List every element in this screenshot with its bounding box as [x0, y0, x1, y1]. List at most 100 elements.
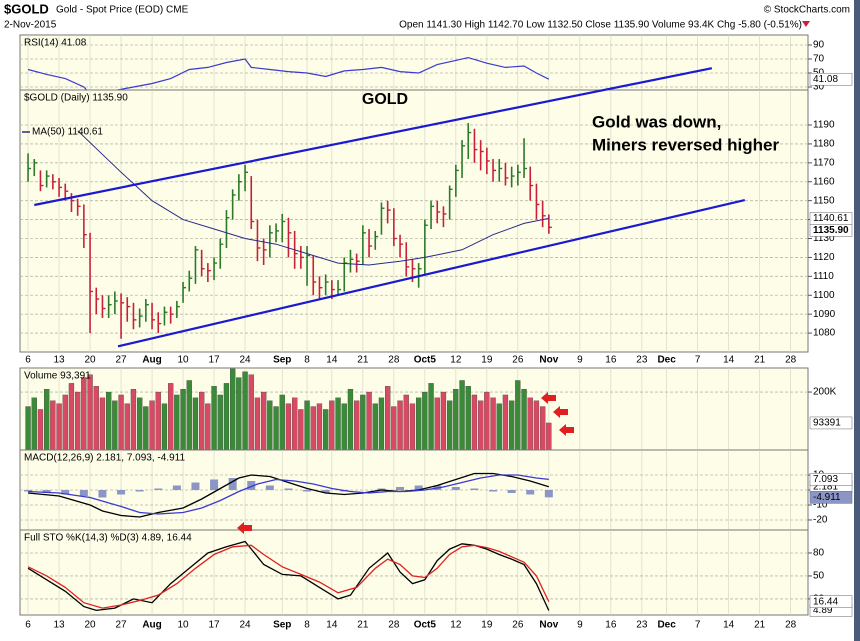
volume-bar: [515, 380, 521, 451]
volume-bar: [68, 383, 75, 451]
x-tick-label: 6: [25, 355, 31, 366]
volume-bar: [484, 391, 490, 451]
value-box: [809, 416, 853, 430]
volume-bar: [25, 406, 31, 451]
volume-bar: [533, 400, 540, 451]
volume-bar: [261, 391, 267, 451]
x-tick-label: 20: [84, 355, 96, 366]
y-tick-label: 1120: [813, 252, 835, 263]
volume-bar: [490, 397, 496, 451]
histogram-bar: [526, 490, 535, 495]
value-label: 93391: [813, 418, 841, 429]
histogram-bar: [247, 481, 256, 490]
brand: © StockCharts.com: [764, 5, 850, 16]
x-tick-label: Nov: [539, 355, 558, 366]
histogram-bar: [24, 490, 33, 492]
value-box: [809, 595, 853, 608]
volume-bar: [217, 394, 223, 451]
volume-bar: [465, 386, 471, 451]
indicator-line: [27, 544, 550, 609]
volume-bar: [372, 403, 378, 451]
x-tick-label: 24: [239, 355, 251, 366]
volume-bar: [149, 400, 155, 451]
panel-title: $GOLD (Daily) 1135.90: [24, 93, 128, 104]
volume-bar: [106, 391, 112, 451]
histogram-bar: [154, 488, 163, 490]
histogram-bar: [544, 490, 553, 498]
x-tick-label: 6: [25, 620, 31, 631]
value-label: 4.89: [813, 605, 833, 616]
frame-edge: [854, 0, 860, 641]
x-tick-label: 7: [695, 355, 701, 366]
x-tick-label: 12: [450, 620, 462, 631]
arrow: [553, 406, 568, 418]
volume-bar: [298, 409, 304, 451]
x-tick-label: 26: [512, 355, 524, 366]
value-box: [809, 473, 853, 486]
histogram-bar: [172, 485, 181, 490]
x-tick-label: 20: [84, 620, 96, 631]
x-tick-label: 13: [53, 620, 65, 631]
volume-bar: [174, 394, 180, 451]
histogram-bar: [191, 482, 200, 490]
value-label: -4.911: [813, 492, 841, 503]
volume-bar: [87, 374, 93, 451]
x-tick-label: 21: [357, 620, 369, 631]
x-tick-label: Oct5: [414, 355, 437, 366]
volume-bar: [440, 391, 447, 451]
volume-bar: [428, 383, 434, 451]
x-tick-label: 17: [208, 620, 220, 631]
y-tick-label: 90: [813, 40, 825, 51]
value-label: 1135.90: [813, 225, 849, 236]
volume-bar: [316, 403, 323, 451]
volume-bar: [508, 400, 515, 451]
arrow: [559, 424, 574, 436]
volume-bar: [471, 394, 478, 451]
value-label: 7.093: [813, 474, 838, 485]
panel-title: Volume 93,391: [24, 371, 91, 382]
y-tick-label: 1100: [813, 290, 835, 301]
x-tick-label: 10: [177, 620, 189, 631]
volume-bar: [360, 394, 366, 451]
volume-bar: [446, 400, 453, 451]
x-tick-label: 9: [577, 620, 583, 631]
volume-bar: [56, 403, 62, 451]
y-tick-label: 1160: [813, 176, 835, 187]
volume-bar: [304, 400, 310, 451]
x-tick-label: 16: [605, 620, 617, 631]
x-tick-label: 21: [357, 355, 369, 366]
x-tick-label: 7: [695, 620, 701, 631]
histogram-bar: [265, 485, 274, 490]
volume-bar: [192, 397, 199, 451]
volume-bar: [409, 403, 416, 451]
indicator-line: [28, 472, 549, 518]
x-tick-label: Dec: [657, 355, 676, 366]
x-tick-label: 24: [239, 620, 251, 631]
volume-bar: [223, 383, 230, 451]
x-tick-label: 12: [450, 355, 462, 366]
x-tick-label: Aug: [142, 355, 161, 366]
x-tick-label: 21: [754, 355, 766, 366]
histogram-bar: [210, 479, 219, 490]
x-tick-label: 13: [53, 355, 65, 366]
panel-title: Full STO %K(14,3) %D(3) 4.89, 16.44: [24, 533, 192, 544]
volume-bar: [292, 397, 298, 451]
volume-bar: [378, 397, 385, 451]
volume-bar: [230, 368, 236, 451]
volume-bar: [267, 400, 273, 451]
panel-bg: [19, 34, 809, 91]
volume-bar: [186, 380, 192, 451]
volume-bar: [279, 394, 285, 451]
annotation: Gold was down,: [592, 112, 721, 131]
arrow: [237, 522, 252, 534]
volume-bar: [310, 406, 316, 451]
volume-bar: [124, 403, 130, 451]
volume-bar: [62, 394, 68, 451]
y-tick-label: 1130: [813, 233, 835, 244]
instrument-name: Gold - Spot Price (EOD) CME: [56, 5, 189, 16]
volume-bar: [347, 389, 354, 451]
x-tick-label: 17: [208, 355, 220, 366]
volume-bar: [205, 403, 211, 451]
volume-bar: [335, 397, 341, 451]
red-arrows: [237, 392, 574, 534]
